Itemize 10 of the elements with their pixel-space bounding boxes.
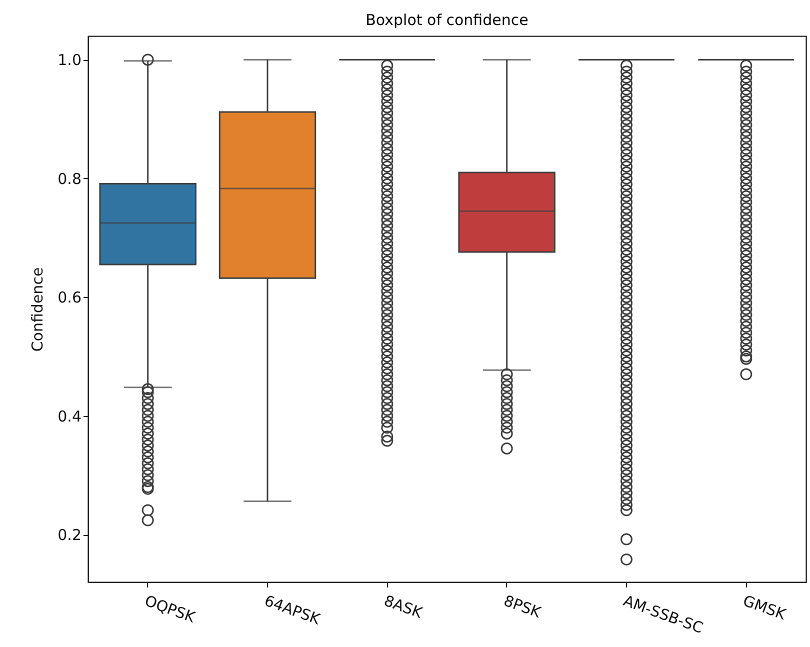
chart-title: Boxplot of confidence [366, 11, 528, 29]
y-tick-label: 1.0 [58, 51, 82, 70]
y-tick-label: 0.4 [58, 407, 82, 426]
x-tick-label: 8PSK [501, 592, 544, 622]
x-tick-label: GMSK [740, 592, 790, 624]
y-tick-label: 0.8 [58, 170, 82, 188]
y-tick-label: 0.2 [58, 526, 82, 544]
x-tick-label: 8ASK [382, 592, 426, 622]
y-tick-label: 0.6 [58, 288, 82, 307]
y-axis-title: Confidence [28, 267, 47, 352]
